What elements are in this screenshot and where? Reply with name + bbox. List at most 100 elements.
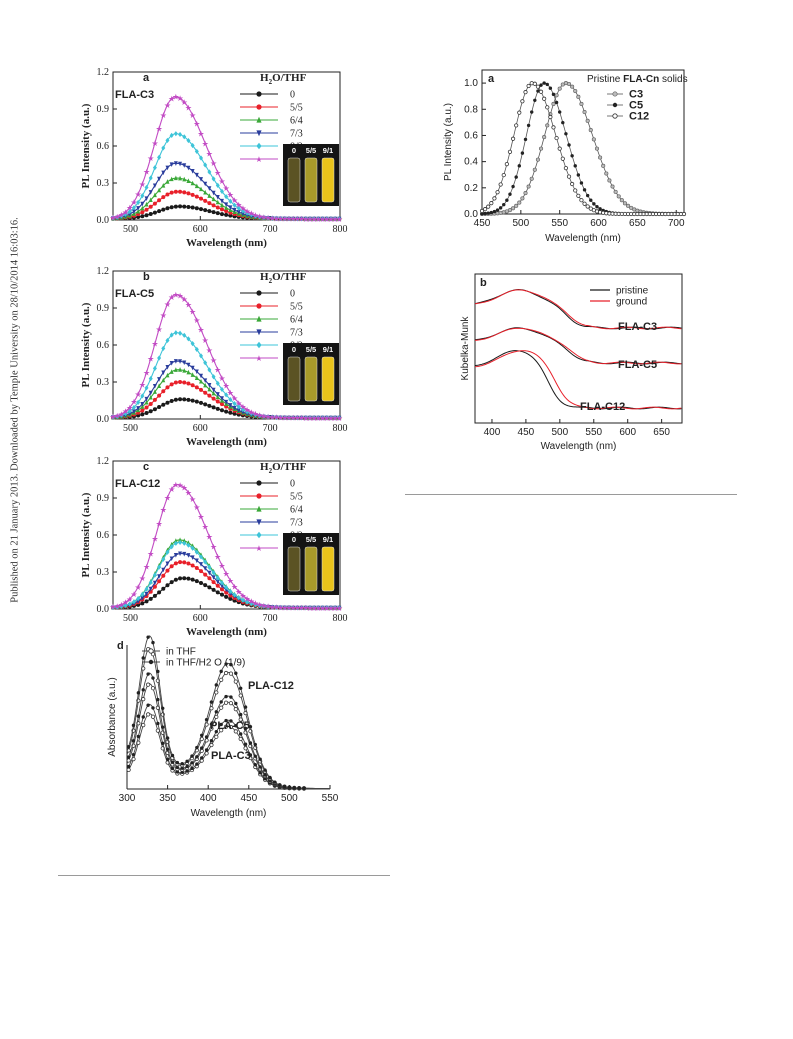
data-point xyxy=(148,190,153,195)
data-point: ★ xyxy=(185,300,192,309)
data-point xyxy=(566,174,572,179)
data-point xyxy=(148,586,153,592)
y-tick-label: 0.0 xyxy=(464,209,478,220)
series-line xyxy=(112,293,340,419)
data-point: ★ xyxy=(281,604,288,613)
data-point: ★ xyxy=(290,604,297,613)
data-point xyxy=(214,683,219,687)
data-point: ★ xyxy=(109,213,116,222)
x-tick-label: 450 xyxy=(240,793,257,804)
x-tick-label: 400 xyxy=(200,793,217,804)
data-point xyxy=(211,587,216,592)
x-axis-label: Wavelength (nm) xyxy=(541,441,617,452)
data-point xyxy=(199,196,204,201)
data-point: ★ xyxy=(336,215,343,224)
data-point xyxy=(207,186,212,191)
data-point xyxy=(169,132,174,138)
data-point xyxy=(131,209,136,215)
data-point: ★ xyxy=(135,390,142,399)
data-point xyxy=(215,195,220,200)
data-point: ★ xyxy=(206,149,213,158)
data-point xyxy=(224,399,229,405)
data-point xyxy=(186,137,191,144)
data-point: ★ xyxy=(114,212,121,221)
data-point xyxy=(507,149,513,154)
data-point xyxy=(126,745,131,749)
y-tick-label: 0.6 xyxy=(97,340,110,351)
data-point xyxy=(182,380,187,385)
x-tick-label: 500 xyxy=(551,427,568,438)
data-point: ★ xyxy=(223,382,230,391)
data-point xyxy=(144,184,149,191)
x-tick-label: 600 xyxy=(619,427,636,438)
data-point xyxy=(127,408,132,414)
data-point xyxy=(165,583,170,588)
data-point xyxy=(211,190,216,196)
data-point: ★ xyxy=(260,412,267,421)
data-point xyxy=(161,182,166,188)
data-point xyxy=(178,204,183,209)
chart-d-left: 300 350 400 450 500 550 Wavelength (nm) Absorba… xyxy=(107,635,339,819)
sample-label: FLA-C12 xyxy=(115,478,160,490)
data-point xyxy=(287,785,292,789)
data-point xyxy=(146,682,151,687)
data-point xyxy=(173,204,178,209)
data-point xyxy=(203,208,208,213)
data-point xyxy=(182,163,187,168)
data-point xyxy=(530,110,534,114)
data-point: ★ xyxy=(114,602,121,611)
data-point: ★ xyxy=(172,290,179,299)
vial-label: 9/1 xyxy=(323,535,333,544)
data-point xyxy=(131,404,136,411)
data-point: ★ xyxy=(139,574,146,583)
data-point: ★ xyxy=(189,111,196,120)
y-tick-label: 1.2 xyxy=(97,456,110,467)
data-point xyxy=(182,368,187,373)
panel-label: b xyxy=(143,271,150,283)
data-point xyxy=(224,409,229,414)
data-point: ★ xyxy=(285,414,292,423)
data-point xyxy=(161,170,166,176)
data-point xyxy=(626,203,631,208)
data-point xyxy=(256,290,262,296)
data-point xyxy=(479,208,485,213)
data-point xyxy=(483,211,487,216)
data-point xyxy=(178,189,183,194)
data-point: ★ xyxy=(248,209,255,218)
legend-label: 7/3 xyxy=(290,328,303,339)
data-point xyxy=(152,593,157,598)
data-point xyxy=(248,741,253,745)
data-point xyxy=(178,330,183,336)
data-point: ★ xyxy=(239,403,246,412)
y-axis-label: PL Intensity (a.u.) xyxy=(80,103,92,188)
data-point: ★ xyxy=(285,215,292,224)
data-point xyxy=(486,204,491,209)
data-point xyxy=(248,753,253,757)
x-axis-label: Wavelength (nm) xyxy=(186,237,267,249)
data-point xyxy=(146,672,150,676)
x-axis-label: Wavelength (nm) xyxy=(186,626,267,638)
x-axis-label: Wavelength (nm) xyxy=(191,808,267,819)
data-point xyxy=(195,762,199,766)
data-point: ★ xyxy=(109,413,116,422)
data-point xyxy=(229,719,233,723)
data-point: ★ xyxy=(302,215,309,224)
data-point: ★ xyxy=(231,582,238,591)
data-point xyxy=(594,146,600,151)
data-point xyxy=(610,184,615,189)
data-point xyxy=(538,89,544,94)
data-point xyxy=(186,576,191,581)
vial xyxy=(321,356,335,402)
x-tick-label: 500 xyxy=(513,218,530,229)
series-line xyxy=(126,635,331,790)
data-point: ★ xyxy=(227,191,234,200)
data-point xyxy=(224,212,229,217)
data-point: ★ xyxy=(269,413,276,422)
x-tick-label: 650 xyxy=(653,427,670,438)
data-point xyxy=(157,377,162,382)
data-point xyxy=(240,208,245,214)
data-point xyxy=(224,205,229,210)
data-point xyxy=(199,562,204,567)
data-point xyxy=(204,717,209,722)
series-label: PLA-C3 xyxy=(211,750,251,762)
